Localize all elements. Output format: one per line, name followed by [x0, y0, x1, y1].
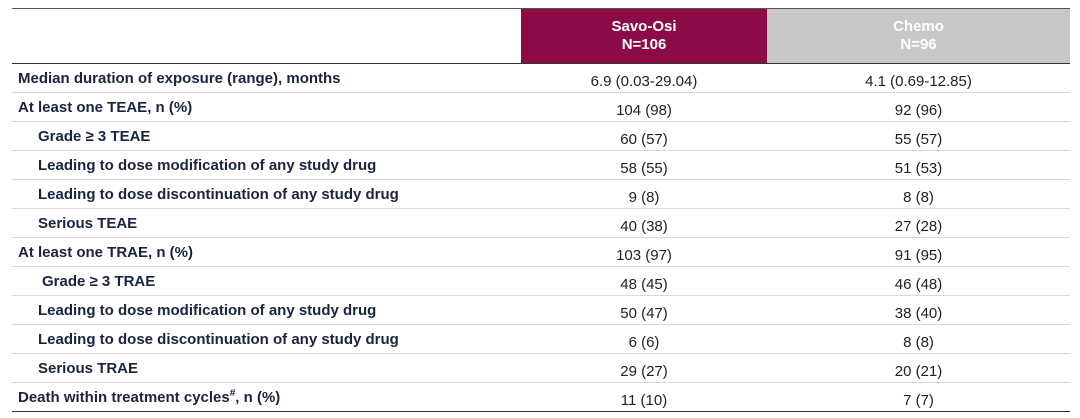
row-label: At least one TEAE, n (%)	[18, 98, 193, 116]
chemo-value: 8 (8)	[903, 333, 934, 351]
row-label: Median duration of exposure (range), mon…	[18, 69, 341, 87]
row-label: Leading to dose modification of any stud…	[38, 156, 377, 174]
savo-osi-value: 103 (97)	[616, 246, 672, 264]
savo-osi-value: 6.9 (0.03-29.04)	[590, 72, 698, 90]
savo-osi-value: 50 (47)	[620, 304, 668, 322]
table-row: Leading to dose discontinuation of any s…	[12, 325, 1070, 354]
row-label-text: Death within treatment cycles	[18, 389, 230, 406]
row-label: Serious TRAE	[38, 359, 139, 377]
savo-osi-name: Savo-Osi	[611, 18, 677, 35]
savo-osi-value: 11 (10)	[620, 391, 668, 409]
savo-osi-value: 60 (57)	[620, 130, 668, 148]
chemo-value: 91 (95)	[894, 246, 943, 264]
table-row: Grade ≥ 3 TEAE 60 (57) 55 (57)	[12, 122, 1070, 151]
row-label: Leading to dose discontinuation of any s…	[38, 185, 399, 203]
savo-osi-value: 104 (98)	[616, 101, 672, 119]
table-row: At least one TEAE, n (%) 104 (98) 92 (96…	[12, 92, 1070, 122]
chemo-value: 46 (48)	[894, 275, 943, 293]
row-label: Grade ≥ 3 TRAE	[42, 272, 156, 290]
row-label: At least one TRAE, n (%)	[18, 243, 194, 261]
row-label: Death within treatment cycles#, n (%)	[12, 383, 521, 412]
savo-osi-value: 58 (55)	[620, 159, 668, 177]
table-row: Leading to dose modification of any stud…	[12, 151, 1070, 180]
chemo-name: Chemo	[893, 18, 944, 35]
table-header-row: Savo-Osi N=106 Chemo N=96	[12, 8, 1070, 64]
footnote-marker: #	[229, 388, 236, 399]
row-label: Leading to dose discontinuation of any s…	[38, 330, 399, 348]
savo-osi-value: 6 (6)	[628, 333, 660, 351]
savo-osi-value: 40 (38)	[620, 217, 668, 235]
savo-osi-n: N=106	[621, 36, 667, 53]
table-row: Grade ≥ 3 TRAE 48 (45) 46 (48)	[12, 267, 1070, 296]
savo-osi-value: 48 (45)	[620, 275, 668, 293]
row-label: Leading to dose modification of any stud…	[38, 301, 377, 319]
savo-osi-value: 29 (27)	[620, 362, 668, 380]
chemo-n: N=96	[900, 36, 937, 53]
chemo-value: 55 (57)	[894, 130, 943, 148]
row-label: Grade ≥ 3 TEAE	[38, 127, 151, 145]
chemo-value: 4.1 (0.69-12.85)	[865, 72, 972, 90]
savo-osi-value: 9 (8)	[628, 188, 660, 206]
chemo-value: 7 (7)	[903, 391, 934, 409]
safety-table-container: Savo-Osi N=106 Chemo N=96 Median duratio…	[12, 8, 1070, 412]
table-row: Death within treatment cycles#, n (%) 11…	[12, 382, 1070, 412]
table-row: Serious TRAE 29 (27) 20 (21)	[12, 354, 1070, 383]
chemo-value: 27 (28)	[894, 217, 943, 235]
chemo-value: 38 (40)	[894, 304, 943, 322]
chemo-value: 20 (21)	[894, 362, 943, 380]
table-row: Serious TEAE 40 (38) 27 (28)	[12, 209, 1070, 238]
chemo-value: 8 (8)	[903, 188, 934, 206]
row-label: Serious TEAE	[38, 214, 138, 232]
chemo-value: 92 (96)	[894, 101, 943, 119]
chemo-value: 51 (53)	[894, 159, 943, 177]
table-row: Leading to dose modification of any stud…	[12, 296, 1070, 325]
table-row: Leading to dose discontinuation of any s…	[12, 180, 1070, 209]
header-savo-osi: Savo-Osi N=106	[521, 8, 767, 64]
header-blank-cell	[12, 8, 521, 64]
row-label-suffix: , n (%)	[235, 389, 281, 406]
adverse-events-table: Savo-Osi N=106 Chemo N=96 Median duratio…	[12, 8, 1070, 412]
header-chemo: Chemo N=96	[767, 8, 1070, 64]
table-row: Median duration of exposure (range), mon…	[12, 63, 1070, 93]
table-row: At least one TRAE, n (%) 103 (97) 91 (95…	[12, 237, 1070, 267]
